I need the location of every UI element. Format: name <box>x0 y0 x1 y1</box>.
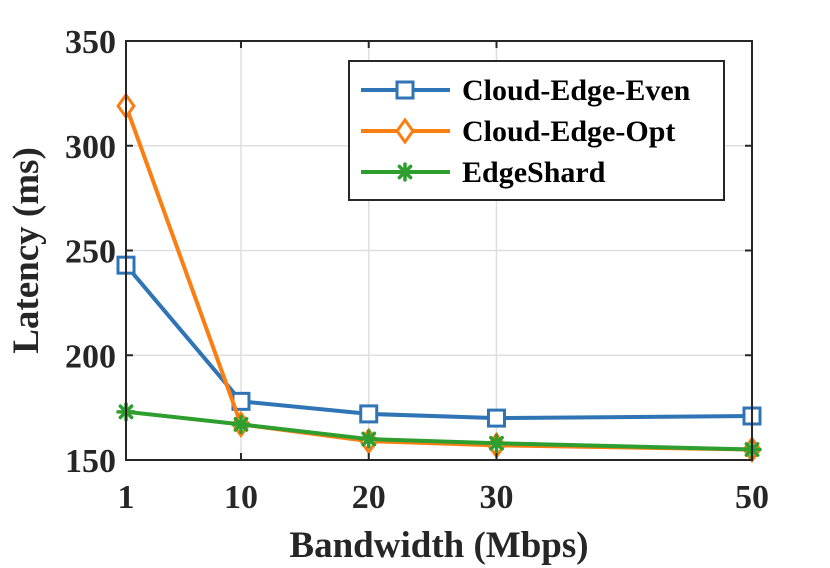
legend-item: Cloud-Edge-Even <box>361 74 691 107</box>
data-point <box>486 433 507 453</box>
data-point <box>486 408 506 428</box>
y-tick-label: 150 <box>65 443 116 480</box>
y-tick-label: 250 <box>65 234 116 271</box>
x-tick-label: 20 <box>352 479 386 516</box>
y-tick-label: 200 <box>65 338 116 375</box>
x-axis-title: Bandwidth (Mbps) <box>289 525 588 566</box>
y-axis-title: Latency (ms) <box>6 147 47 354</box>
y-tick-label: 300 <box>65 129 116 166</box>
legend: Cloud-Edge-Even Cloud-Edge-Opt EdgeShard <box>348 60 725 201</box>
x-tick-label: 1 <box>118 479 135 516</box>
x-tick-label: 50 <box>735 479 769 516</box>
x-tick-label: 10 <box>224 479 258 516</box>
data-point <box>358 429 379 449</box>
legend-label: Cloud-Edge-Even <box>462 74 691 107</box>
legend-marker <box>395 117 415 145</box>
x-axis: 1 10 20 30 50 <box>118 41 769 516</box>
legend-item: EdgeShard <box>361 156 606 189</box>
data-point <box>231 414 251 435</box>
series-cloud-edge-even <box>116 255 762 428</box>
legend-label: EdgeShard <box>462 156 606 189</box>
legend-marker <box>395 80 415 100</box>
x-tick-label: 30 <box>479 479 513 516</box>
series-line <box>124 263 753 421</box>
legend-marker <box>395 162 415 182</box>
y-tick-label: 350 <box>65 24 116 61</box>
legend-label: Cloud-Edge-Opt <box>462 115 675 148</box>
data-point <box>359 404 379 424</box>
legend-item: Cloud-Edge-Opt <box>361 115 675 148</box>
y-axis: 150 200 250 300 350 <box>65 24 752 480</box>
series-edgeshard <box>116 402 762 460</box>
